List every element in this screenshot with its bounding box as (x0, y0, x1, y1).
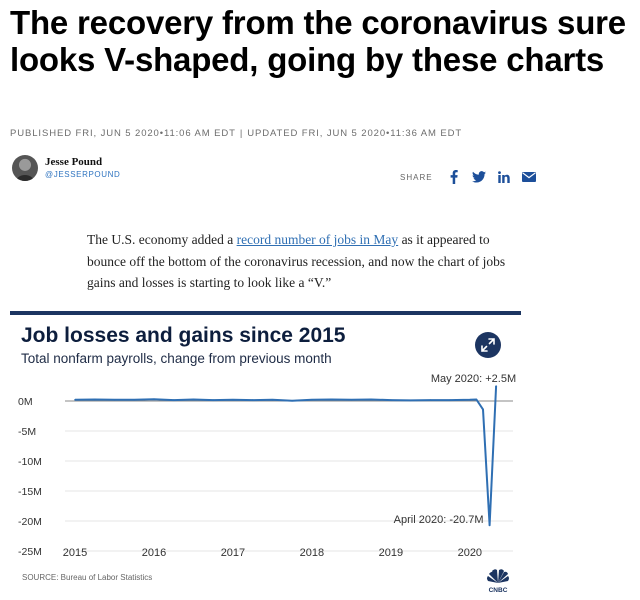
chart-source: SOURCE: Bureau of Labor Statistics (22, 573, 153, 582)
author-byline: Jesse Pound @JESSERPOUND (12, 152, 120, 184)
meta-separator: | (239, 128, 244, 139)
x-tick-label: 2018 (300, 547, 324, 559)
payrolls-line-chart: 0M -5M -10M -15M -20M -25M 2015 2016 2017 2018 201… (18, 373, 516, 559)
x-tick-label: 2019 (379, 547, 403, 559)
data-point (350, 399, 353, 401)
published-time: PUBLISHED FRI, JUN 5 2020•11:06 AM EDT (10, 128, 236, 139)
data-point (449, 399, 451, 401)
data-point (172, 399, 175, 401)
data-point (390, 399, 392, 401)
body-text-end: as it appeared to bounce off the bottom … (87, 232, 506, 290)
facebook-icon[interactable] (447, 170, 461, 184)
data-point (74, 399, 76, 401)
y-tick-label: -10M (18, 456, 42, 468)
data-point (93, 398, 96, 401)
chart-card: 0M -5M -10M -15M -20M -25M 2015 2016 2017 2018 201… (10, 311, 521, 596)
data-point (271, 399, 274, 401)
data-point (482, 408, 484, 411)
expand-chart-button[interactable] (475, 332, 501, 358)
twitter-icon[interactable] (471, 170, 486, 184)
author-name[interactable]: Jesse Pound (45, 156, 103, 168)
updated-time: UPDATED FRI, JUN 5 2020•11:36 AM EDT (247, 128, 463, 139)
author-handle[interactable]: @JESSERPOUND (45, 170, 121, 179)
cnbc-wordmark: CNBC (489, 587, 508, 593)
data-point (212, 399, 214, 401)
x-tick-label: 2015 (63, 547, 87, 559)
chart-top-bar (10, 311, 521, 315)
chart-title: Job losses and gains since 2015 (21, 324, 346, 347)
data-point (192, 398, 195, 401)
chart-subtitle: Total nonfarm payrolls, change from prev… (21, 351, 332, 366)
expand-arrows-icon (481, 338, 495, 352)
x-tick-label: 2016 (142, 547, 166, 559)
y-tick-label: 0M (18, 396, 33, 408)
y-tick-label: -20M (18, 516, 42, 528)
data-point (330, 398, 333, 401)
data-point (475, 398, 478, 401)
cnbc-peacock-logo: CNBC (487, 569, 509, 593)
article-headline: The recovery from the coronavirus sure l… (10, 4, 626, 78)
payrolls-series-line (74, 385, 498, 527)
annotation-may-2020: May 2020: +2.5M (431, 373, 516, 385)
x-tick-label: 2017 (221, 547, 245, 559)
data-point (488, 524, 491, 526)
data-point (133, 399, 136, 401)
data-point (232, 399, 234, 401)
article-intro-paragraph: The U.S. economy added a record number o… (87, 229, 507, 294)
author-avatar[interactable] (12, 155, 38, 181)
data-point (429, 399, 432, 401)
data-point (370, 398, 372, 401)
share-label: SHARE (400, 172, 433, 182)
email-icon[interactable] (521, 170, 536, 184)
record-jobs-link[interactable]: record number of jobs in May (236, 232, 399, 247)
linkedin-icon[interactable] (497, 170, 511, 184)
data-point (113, 399, 116, 401)
y-tick-label: -15M (18, 486, 42, 498)
article-timestamps: PUBLISHED FRI, JUN 5 2020•11:06 AM EDT | U… (10, 128, 462, 139)
annotation-april-2020: April 2020: -20.7M (394, 514, 484, 526)
y-tick-label: -25M (18, 546, 42, 558)
body-text-start: The U.S. economy added a (87, 232, 237, 247)
data-point (409, 399, 412, 402)
x-tick-label: 2020 (458, 547, 482, 559)
data-point (153, 398, 155, 400)
data-point (291, 399, 293, 402)
data-point (469, 399, 471, 401)
data-point (311, 399, 313, 401)
data-point (495, 385, 497, 387)
data-point (251, 399, 254, 401)
y-tick-label: -5M (18, 426, 36, 438)
share-bar: SHARE (400, 170, 547, 184)
